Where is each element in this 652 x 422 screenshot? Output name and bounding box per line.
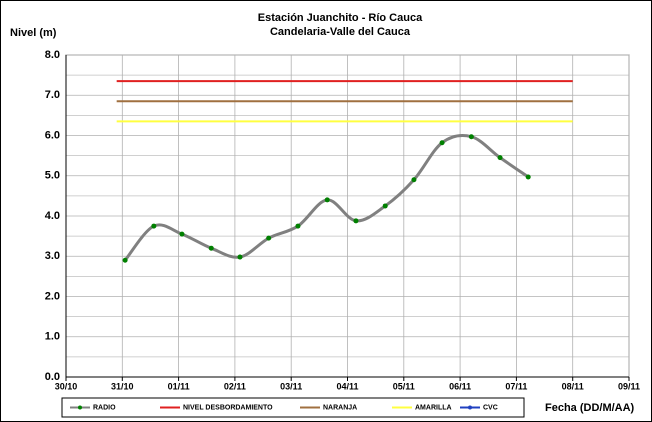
x-tick-label: 05/11 xyxy=(393,381,415,391)
x-tick-label: 08/11 xyxy=(562,381,584,391)
legend-label: NARANJA xyxy=(323,404,357,411)
point xyxy=(439,140,445,146)
point xyxy=(266,235,272,241)
y-tick-label: 8.0 xyxy=(45,49,60,61)
point xyxy=(497,155,503,161)
point xyxy=(468,134,474,140)
y-tick-label: 3.0 xyxy=(45,250,60,262)
x-tick-label: 07/11 xyxy=(505,381,527,391)
x-tick-label: 31/10 xyxy=(111,381,134,391)
legend-label: NIVEL DESBORDAMIENTO xyxy=(183,404,273,411)
point xyxy=(237,254,243,260)
x-axis-title: Fecha (DD/M/AA) xyxy=(545,402,635,414)
y-tick-label: 6.0 xyxy=(45,129,60,141)
point xyxy=(525,174,531,180)
point xyxy=(122,257,128,263)
legend-box xyxy=(61,397,525,418)
y-tick-label: 1.0 xyxy=(45,331,60,343)
chart-title: Estación Juanchito - Río Cauca xyxy=(258,12,423,24)
point xyxy=(382,203,388,209)
y-tick-label: 0.0 xyxy=(45,371,60,383)
x-tick-label: 04/11 xyxy=(336,381,358,391)
point xyxy=(324,197,330,203)
legend-marker xyxy=(78,405,82,410)
x-tick-label: 02/11 xyxy=(224,381,246,391)
chart-subtitle: Candelaria-Valle del Cauca xyxy=(270,26,411,38)
point xyxy=(295,223,301,229)
x-tick-label: 03/11 xyxy=(280,381,302,391)
y-tick-label: 5.0 xyxy=(45,170,60,182)
x-tick-label: 01/11 xyxy=(168,381,190,391)
point xyxy=(179,231,185,237)
legend-label: AMARILLA xyxy=(415,404,452,411)
y-tick-label: 7.0 xyxy=(45,89,60,101)
legend-label: RADIO xyxy=(93,404,116,411)
x-tick-label: 06/11 xyxy=(449,381,471,391)
y-axis-title: Nivel (m) xyxy=(10,27,57,39)
legend-label: CVC xyxy=(483,404,498,411)
point xyxy=(353,218,359,224)
legend-marker xyxy=(468,405,472,410)
point xyxy=(151,223,157,229)
y-tick-label: 4.0 xyxy=(45,210,60,222)
y-tick-label: 2.0 xyxy=(45,290,60,302)
point xyxy=(411,177,417,183)
x-tick-label: 09/11 xyxy=(618,381,640,391)
x-tick-label: 30/10 xyxy=(55,381,78,391)
point xyxy=(208,245,214,251)
